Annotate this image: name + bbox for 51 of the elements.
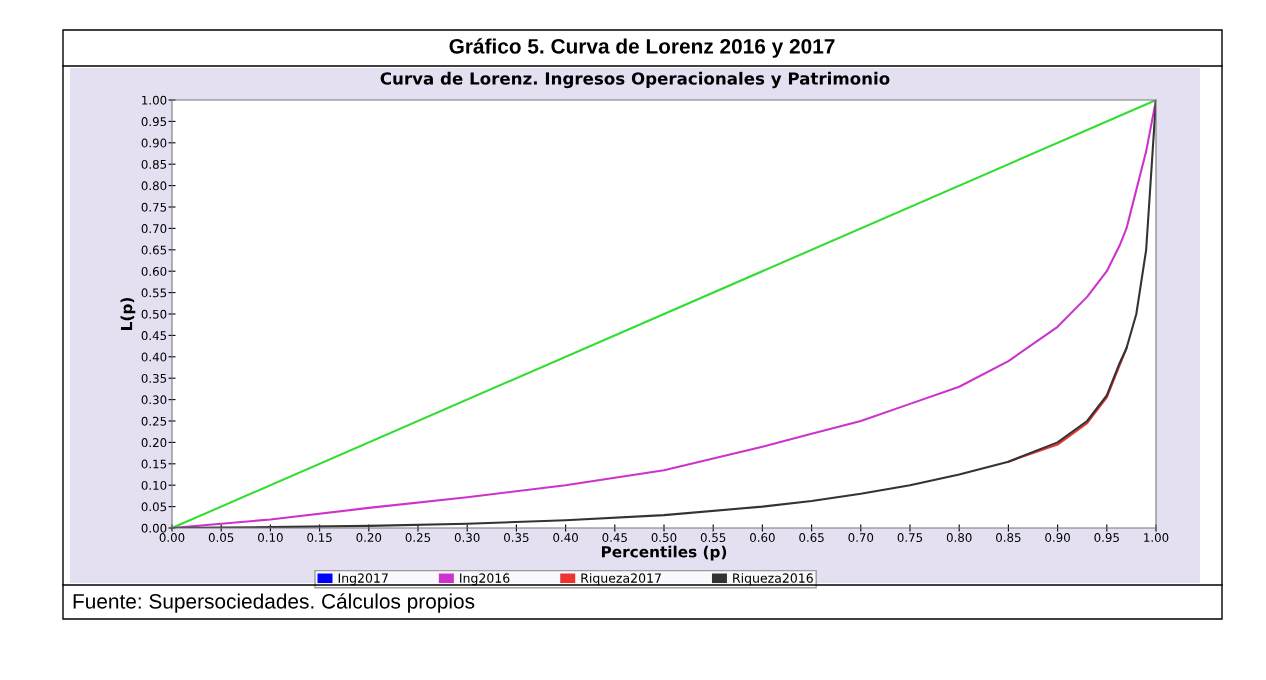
legend-label: Ing2016 [460, 573, 510, 586]
x-tick-label: 0.15 [307, 533, 332, 542]
x-tick-label: 0.30 [454, 533, 480, 542]
y-tick-label: 0.75 [141, 202, 167, 212]
y-tick-label: 0.45 [141, 331, 167, 341]
y-tick-label: 0.40 [141, 352, 167, 362]
x-tick-label: 0.80 [946, 533, 972, 542]
x-tick-label: 0.05 [208, 533, 234, 542]
x-tick-label: 0.10 [258, 533, 283, 542]
y-tick-label: 0.90 [141, 138, 167, 148]
x-tick-label: 0.95 [1094, 533, 1119, 542]
y-tick-label: 0.20 [141, 438, 167, 448]
y-tick-label: 0.10 [141, 480, 167, 490]
y-tick-label: 0.25 [141, 416, 167, 426]
source-note: Fuente: Supersociedades. Cálculos propios [73, 593, 475, 613]
legend-label: Riqueza2016 [733, 573, 813, 586]
x-axis-title: Percentiles (p) [601, 545, 727, 561]
chart-title: Gráfico 5. Curva de Lorenz 2016 y 2017 [449, 38, 835, 58]
x-tick-label: 0.20 [356, 533, 382, 542]
y-tick-label: 0.35 [141, 373, 167, 383]
x-tick-label: 0.55 [700, 533, 726, 542]
x-tick-label: 0.60 [750, 533, 775, 542]
x-tick-label: 0.70 [848, 533, 874, 542]
x-tick-label: 0.75 [897, 533, 923, 542]
legend-label: Ing2017 [338, 573, 388, 586]
y-tick-label: 1.00 [142, 95, 167, 105]
y-tick-label: 0.55 [141, 288, 167, 298]
legend-label: Riqueza2017 [581, 573, 661, 586]
x-tick-label: 0.50 [651, 533, 677, 542]
y-tick-label: 0.85 [141, 159, 167, 169]
x-tick-label: 0.65 [799, 533, 824, 542]
y-axis-title: L(p) [120, 297, 136, 330]
x-tick-label: 0.40 [553, 533, 578, 542]
x-tick-label: 0.90 [1045, 533, 1070, 542]
x-tick-label: 0.35 [504, 533, 529, 542]
x-tick-label: 1.00 [1144, 533, 1169, 542]
y-tick-label: 0.50 [141, 309, 167, 319]
y-tick-label: 0.65 [141, 245, 167, 255]
y-tick-label: 0.05 [141, 502, 167, 512]
y-tick-label: 0.00 [141, 523, 167, 533]
x-tick-label: 0.25 [405, 533, 431, 542]
x-tick-label: 0.45 [602, 533, 627, 542]
y-tick-label: 0.70 [141, 224, 167, 234]
y-tick-label: 0.15 [141, 459, 167, 469]
y-tick-label: 0.30 [141, 395, 167, 405]
y-tick-label: 0.95 [141, 117, 167, 127]
x-tick-label: 0.00 [159, 533, 185, 542]
chart-subtitle: Curva de Lorenz. Ingresos Operacionales y Patrimonio [380, 71, 890, 89]
y-tick-label: 0.60 [141, 266, 167, 276]
y-tick-label: 0.80 [141, 181, 167, 191]
x-tick-label: 0.85 [996, 533, 1021, 542]
